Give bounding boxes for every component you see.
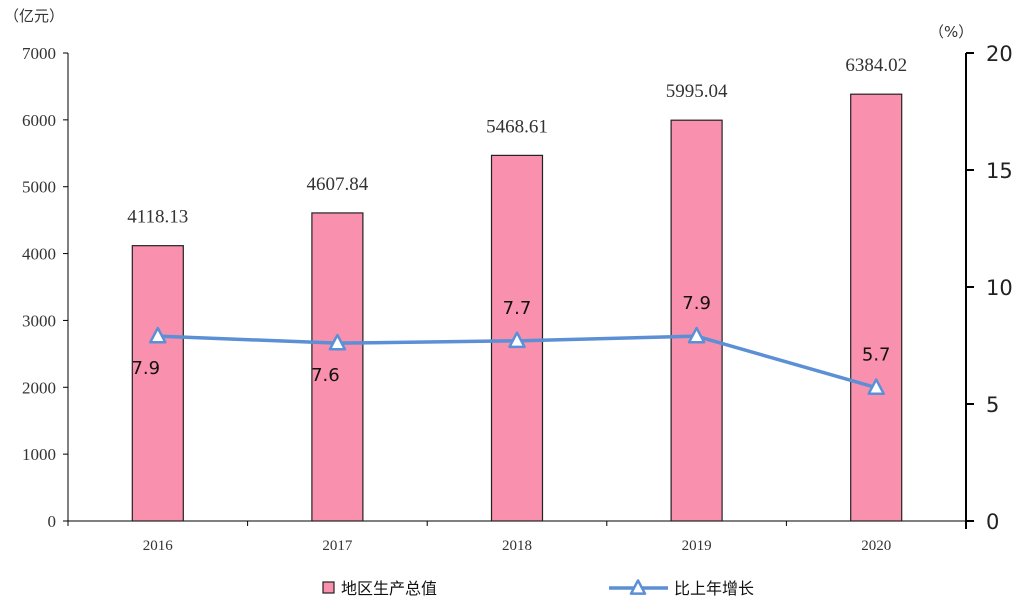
left-tick-label: 5000 — [22, 178, 56, 197]
growth-marker — [149, 326, 167, 344]
legend-swatch-bar — [322, 581, 335, 594]
right-axis-unit: （%） — [929, 23, 973, 41]
right-tick-label: 15 — [986, 159, 1013, 183]
growth-value-label: 7.6 — [311, 365, 340, 386]
growth-value-label: 7.9 — [131, 358, 160, 379]
bar-value-label: 5995.04 — [666, 81, 728, 102]
line-labels: 7.9 7.6 7.7 7.9 5.7 — [131, 293, 890, 386]
left-tick-label: 3000 — [22, 311, 56, 330]
growth-marker — [328, 333, 347, 351]
growth-value-label: 5.7 — [862, 345, 891, 366]
growth-marker — [508, 331, 526, 349]
legend-label-line: 比上年增长 — [674, 579, 754, 598]
bar-labels: 4118.13 4607.84 5468.61 5995.04 6384.02 — [127, 55, 907, 227]
x-tick-label: 2020 — [861, 538, 891, 554]
right-tick-label: 10 — [986, 276, 1013, 300]
left-tick-label: 7000 — [22, 44, 56, 63]
growth-value-label: 7.7 — [503, 298, 532, 319]
bar-value-label: 4607.84 — [307, 174, 369, 195]
bar — [131, 245, 184, 522]
left-tick-label: 1000 — [22, 445, 56, 464]
left-tick-label: 6000 — [22, 111, 56, 130]
bar-value-label: 4118.13 — [127, 207, 188, 228]
legend: 地区生产总值 比上年增长 — [322, 579, 754, 598]
left-axis-unit: （亿元） — [4, 8, 64, 25]
bar — [311, 212, 364, 522]
bar — [850, 93, 903, 522]
line-series — [149, 326, 885, 395]
bar — [670, 119, 723, 522]
growth-marker — [687, 326, 706, 344]
right-tick-label: 20 — [986, 42, 1013, 66]
legend-label-bar: 地区生产总值 — [341, 579, 437, 598]
right-tick-label: 0 — [986, 510, 999, 534]
axes: 0 1000 2000 3000 4000 5000 6000 7000 （亿元） 0 5 10 15 2… — [4, 8, 1013, 554]
bar-value-label: 5468.61 — [486, 116, 548, 137]
x-tick-label: 2018 — [502, 538, 532, 554]
legend-swatch-marker — [629, 579, 647, 595]
x-tick-label: 2016 — [143, 538, 174, 554]
right-tick-label: 5 — [986, 393, 999, 417]
left-tick-label: 0 — [48, 512, 57, 531]
x-tick-label: 2017 — [322, 538, 353, 554]
left-tick-label: 2000 — [22, 378, 56, 397]
x-tick-label: 2019 — [682, 538, 712, 554]
bar-value-label: 6384.02 — [845, 55, 907, 76]
left-tick-label: 4000 — [22, 245, 56, 264]
growth-value-label: 7.9 — [682, 293, 711, 314]
growth-marker — [867, 378, 885, 395]
